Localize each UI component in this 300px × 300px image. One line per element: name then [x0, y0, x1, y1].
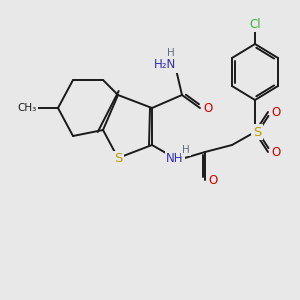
Text: H: H [182, 145, 190, 155]
Text: CH₃: CH₃ [17, 103, 37, 113]
Text: S: S [253, 125, 261, 139]
Text: NH: NH [166, 152, 184, 166]
Text: O: O [272, 146, 280, 158]
Text: H₂N: H₂N [154, 58, 176, 71]
Text: Cl: Cl [249, 17, 261, 31]
Text: H: H [167, 48, 175, 58]
Text: O: O [208, 173, 217, 187]
Text: S: S [114, 152, 122, 166]
Text: O: O [272, 106, 280, 118]
Text: O: O [203, 101, 213, 115]
